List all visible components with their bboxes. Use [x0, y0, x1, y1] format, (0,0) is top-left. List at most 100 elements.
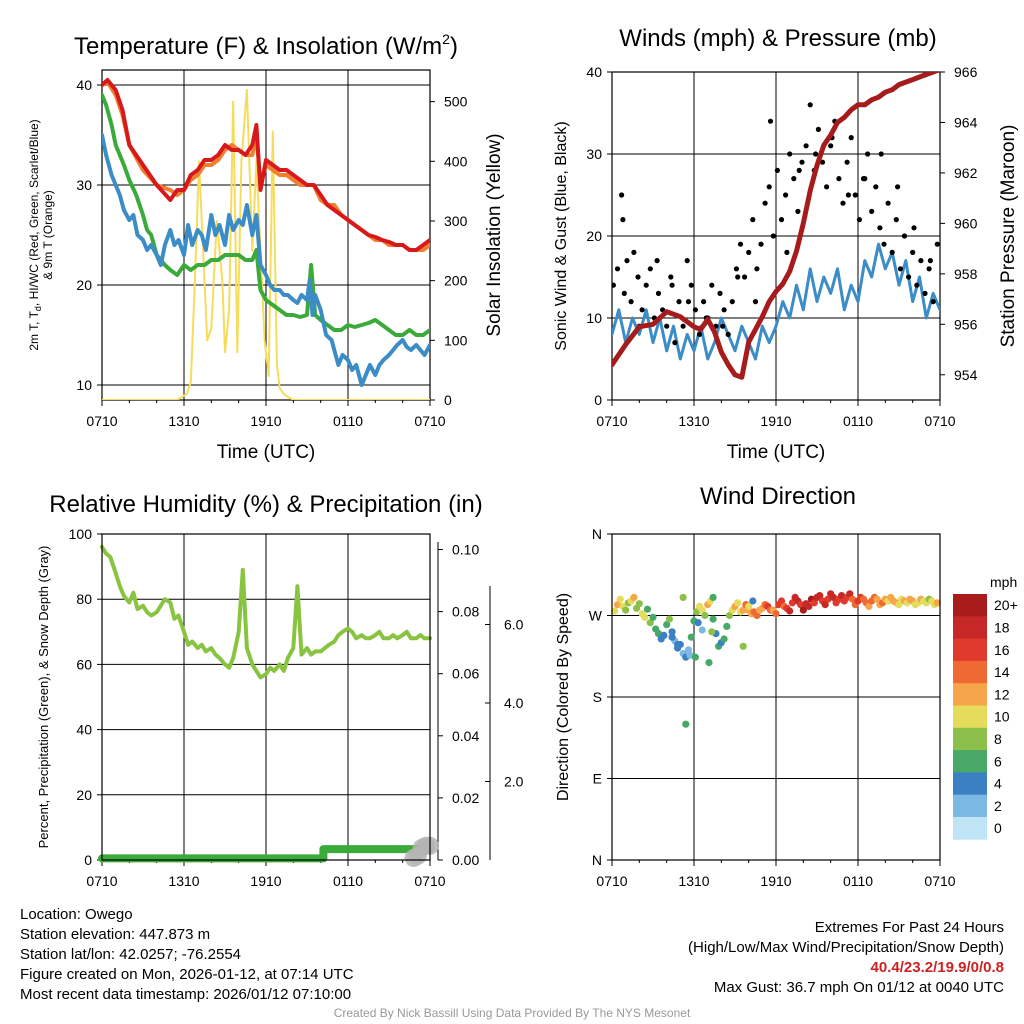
temp-ytick-label: 40: [76, 77, 92, 93]
temp-series-2m-td: [102, 93, 430, 337]
wind-gust-point: [758, 241, 764, 247]
wind-gust-point: [750, 217, 756, 223]
rh-ylabel: Percent, Precipitation (Green), & Snow D…: [36, 546, 51, 849]
dir-point: [725, 611, 734, 620]
dir-point: [663, 621, 671, 629]
wind-ytick-label: 40: [586, 64, 602, 80]
wind-gust-point: [911, 225, 917, 231]
dir-ylabel: Direction (Colored By Speed): [555, 593, 572, 801]
dir-point: [838, 592, 846, 600]
station-info: Location: Owego Station elevation: 447.8…: [20, 905, 354, 1005]
dir-point: [895, 601, 903, 609]
dir-point: [708, 628, 716, 636]
temp-title: Temperature (F) & Insolation (W/m2): [74, 31, 458, 60]
dir-point: [865, 602, 873, 611]
dir-colorbar-title: mph: [990, 574, 1017, 590]
temp-title-close: ): [450, 33, 458, 60]
wind-gust-point: [840, 200, 846, 206]
wind-gust-point: [612, 282, 616, 288]
wind-gust-point: [897, 266, 904, 272]
rh-plot-border: [101, 533, 431, 861]
wind-gust-point: [767, 118, 774, 124]
dir-ytick-label: S: [593, 689, 602, 705]
wind-gust-point: [865, 151, 871, 157]
wind-gust-point: [881, 241, 887, 247]
dir-point: [810, 599, 818, 607]
extremes-legend: (High/Low/Max Wind/Precipitation/Snow De…: [688, 939, 1004, 956]
wind-gust-point: [799, 159, 805, 165]
rh-series-relative-humidity: [100, 545, 432, 680]
wind-ytick-right-label: 960: [954, 215, 978, 231]
rh-xtick-label: 1910: [250, 873, 281, 889]
dir-point: [816, 592, 824, 600]
wind-gust-point: [701, 299, 707, 305]
dir-point: [701, 611, 709, 620]
dir-point: [646, 619, 654, 627]
dir-colorbar-swatch: [953, 683, 987, 706]
wind-gust-point: [774, 167, 781, 173]
rh-snow-tick-label: 6.0: [504, 617, 524, 633]
dir-point: [723, 622, 731, 631]
temp-xtick-label: 0710: [86, 413, 117, 429]
wind-ytick-label: 10: [586, 310, 602, 326]
dir-plot-border: [611, 533, 941, 861]
dir-title: Wind Direction: [700, 483, 856, 510]
dir-point: [660, 631, 668, 640]
dir-colorbar-label: 16: [994, 642, 1010, 658]
temp-series-solar-insolation: [102, 88, 430, 400]
dir-point: [786, 607, 794, 615]
wind-chart: 0710 1310 1910 0110 0710 0 10 20 30 40 954 956 958 96…: [553, 25, 1019, 463]
station-latlon: Station lat/lon: 42.0257; -76.2554: [20, 946, 242, 963]
wind-gust-point: [692, 307, 699, 313]
dir-point: [687, 633, 695, 641]
dir-colorbar-label: 14: [994, 664, 1010, 680]
dir-point: [739, 606, 747, 614]
wind-gust-point: [927, 258, 934, 264]
wind-gust-point: [910, 249, 916, 255]
station-location: Location: Owego: [20, 906, 133, 923]
wind-gust-point: [869, 208, 875, 214]
dir-point: [933, 599, 941, 607]
wind-gust-point: [934, 241, 940, 247]
temp-ytick-right-label: 100: [444, 332, 468, 348]
wind-series-sonic-wind: [612, 242, 940, 361]
wind-gust-point: [848, 135, 854, 141]
dir-point: [797, 601, 805, 609]
credit-line: Created By Nick Bassill Using Data Provi…: [333, 1006, 691, 1020]
wind-gust-point: [901, 233, 908, 239]
dir-point: [745, 602, 753, 611]
wind-xtick-label: 0710: [924, 413, 955, 429]
dir-point: [772, 610, 780, 618]
wind-plot-border: [611, 71, 941, 401]
wind-ytick-right-label: 956: [954, 316, 978, 332]
dir-point: [643, 605, 652, 613]
dir-point: [873, 595, 881, 603]
wind-gust-point: [770, 233, 776, 239]
rh-title: Relative Humidity (%) & Precipitation (i…: [49, 491, 482, 518]
rh-xtick-label: 0710: [414, 873, 445, 889]
wind-gust-point: [688, 282, 694, 288]
wind-gust-point: [742, 274, 748, 280]
dir-point: [679, 593, 687, 602]
wind-gust-point: [647, 266, 653, 272]
dir-point: [698, 626, 706, 634]
temp-xtick-label: 0110: [333, 413, 363, 429]
dir-point: [693, 608, 701, 616]
wind-ytick-right-label: 962: [954, 165, 978, 181]
dir-point: [698, 606, 706, 614]
wind-gust-point: [795, 208, 801, 214]
wind-gust-point: [619, 192, 625, 198]
wind-gust-point: [725, 331, 731, 337]
temp-xlabel: Time (UTC): [217, 442, 316, 463]
dir-colorbar-label: 4: [994, 776, 1002, 792]
wind-gust-point: [878, 151, 884, 157]
wind-gust-point: [922, 290, 928, 296]
wind-gust-point: [845, 192, 852, 198]
wind-gust-point: [844, 159, 850, 165]
temp-ytick-label: 30: [76, 177, 92, 193]
wind-gust-point: [735, 274, 741, 280]
wind-series-station-pressure: [612, 72, 940, 380]
wind-gust-point: [717, 290, 723, 296]
dir-point: [684, 646, 693, 654]
dir-point: [805, 602, 813, 611]
